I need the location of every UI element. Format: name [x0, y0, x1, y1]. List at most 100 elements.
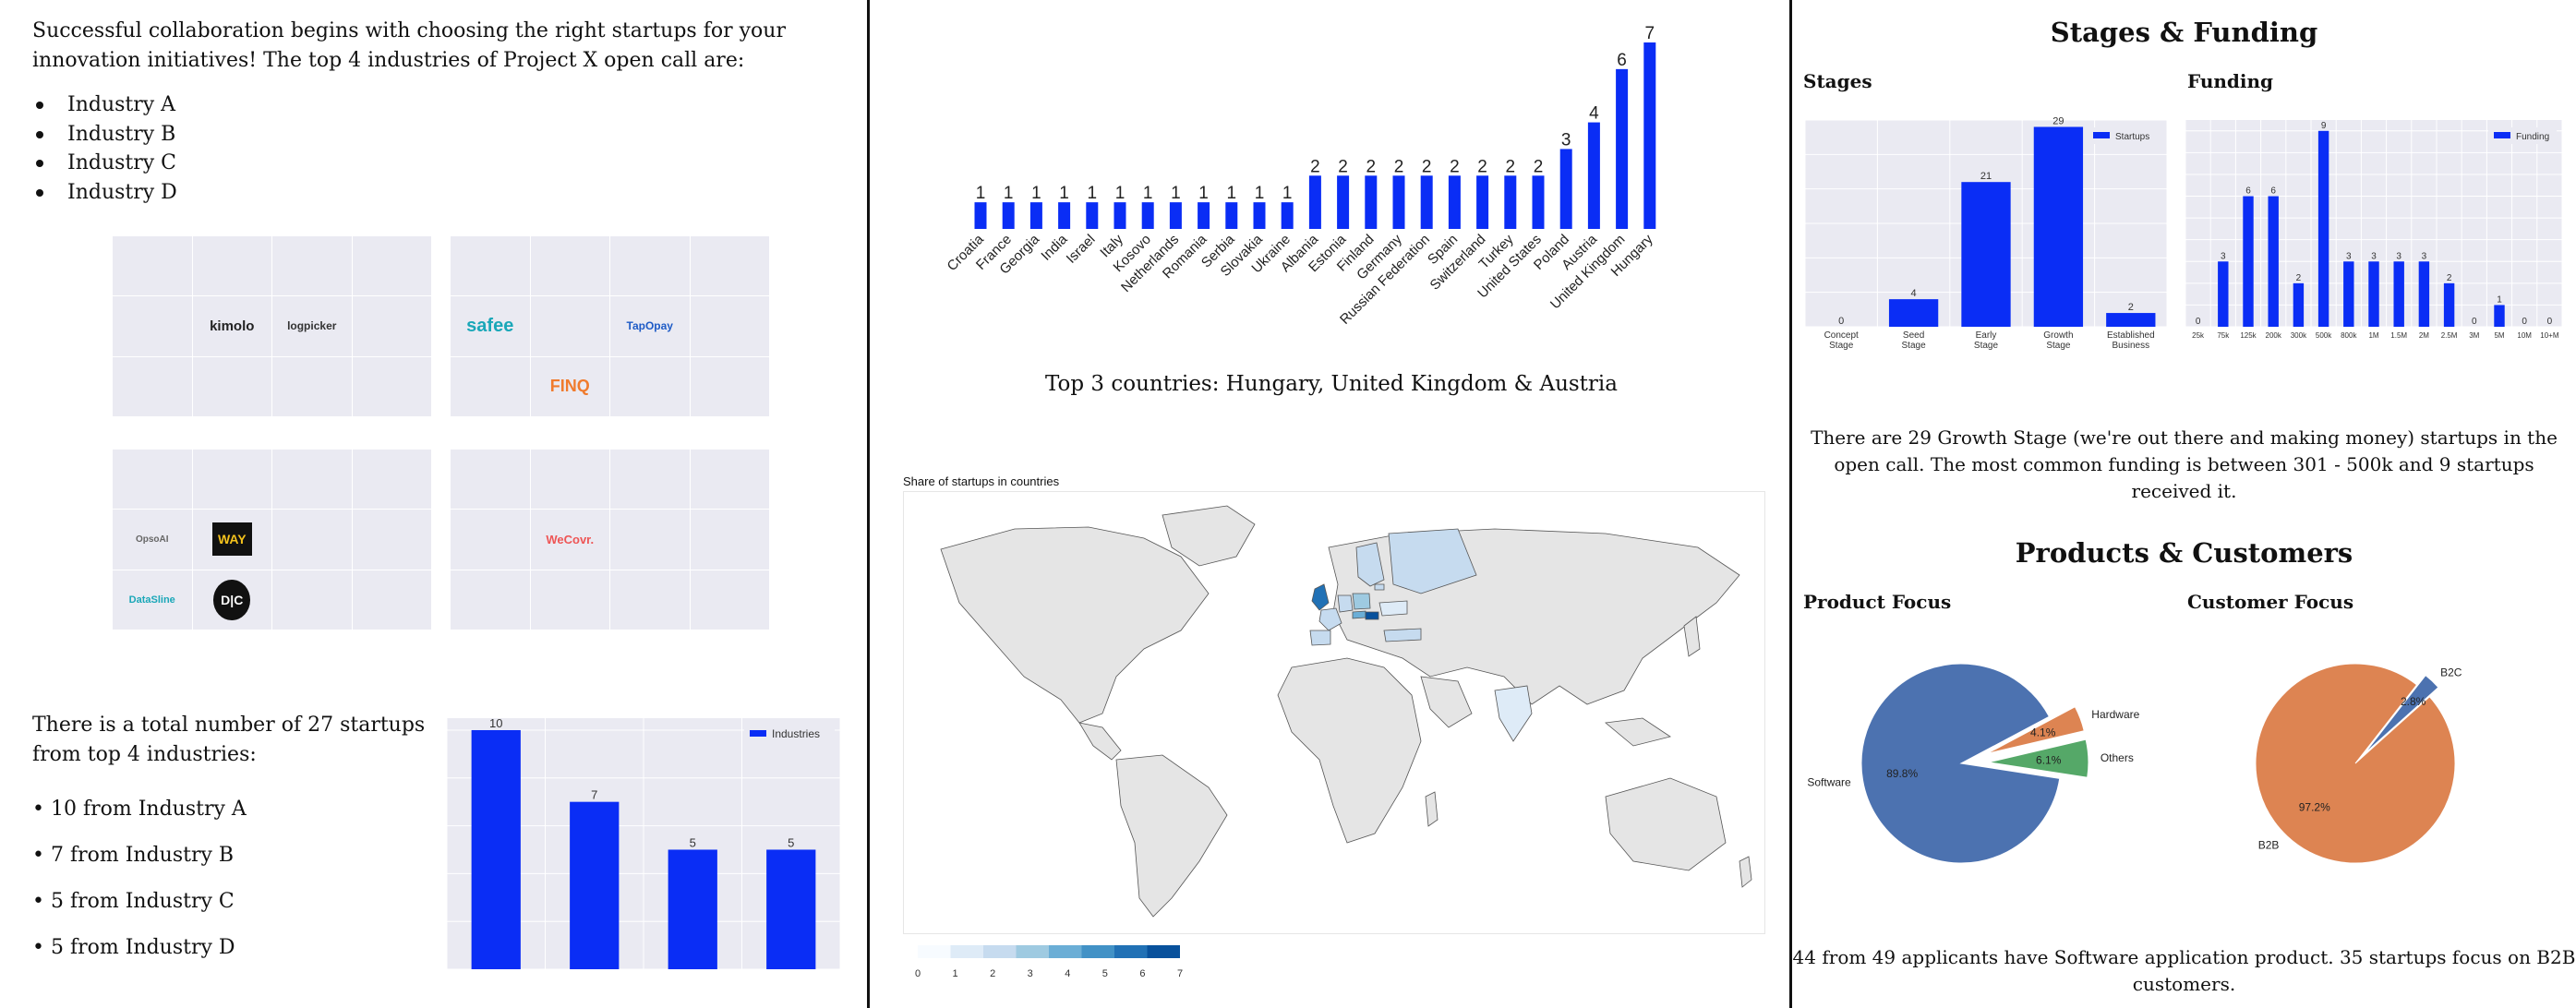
startup-logo: safee — [466, 315, 514, 336]
data-label: 1 — [1004, 184, 1014, 203]
pie-label: Others — [2101, 751, 2134, 764]
logo-cell — [451, 356, 531, 417]
logo-cell — [113, 356, 193, 417]
bar — [1198, 202, 1210, 229]
pie-pct-label: 4.1% — [2030, 726, 2056, 739]
data-label: 6 — [2270, 186, 2276, 197]
logo-cell — [352, 296, 432, 357]
products-customers-heading: Products & Customers — [2015, 537, 2353, 569]
left-panel: Successful collaboration begins with cho… — [0, 0, 868, 1008]
logo-cell — [451, 236, 531, 297]
tick-label: 2.5M — [2441, 331, 2458, 340]
totals-paragraph: There is a total number of 27 startups f… — [32, 714, 426, 766]
logo-cell — [272, 356, 353, 417]
legend-swatch — [2494, 132, 2510, 138]
tick-label: 1M — [2368, 331, 2378, 340]
divider-left — [867, 0, 870, 1008]
bar — [974, 202, 987, 229]
data-label: 0 — [1838, 316, 1844, 327]
logo-cell — [113, 236, 193, 297]
total-item: • 5 from Industry C — [32, 890, 235, 913]
legend-box — [744, 726, 835, 742]
data-label: 2 — [1394, 157, 1404, 176]
bar — [1888, 299, 1939, 327]
bar — [2418, 261, 2430, 327]
logo-cell — [113, 450, 193, 510]
startup-logo: DataSline — [128, 594, 175, 606]
funding-bar-chart: 0 3 6 6 2 9 3 3 3 3 2 0 1 0 0 Funding 25k 75k 125k 200k 300k… — [2185, 120, 2563, 340]
logo-cell — [272, 570, 353, 630]
countries-bar-chart: 1Croatia1France1Georgia1India1Israel1Ita… — [945, 24, 1656, 328]
product-focus-pie: 89.8% Software 6.1% Others 4.1% Hardware — [1807, 663, 2140, 864]
funding-heading: Funding — [2187, 70, 2274, 92]
logo-cell: WeCovr. — [530, 510, 610, 570]
data-label: 2 — [1534, 157, 1544, 176]
startup-logo: OpsoAI — [135, 534, 169, 545]
tick-label: 300k — [2291, 331, 2307, 340]
data-label: 1 — [976, 184, 986, 203]
data-label: 0 — [2547, 317, 2553, 327]
tick-label: Established — [2107, 330, 2155, 341]
logo-grid-industry-c: OpsoAI WAY DataSline D|C — [113, 450, 432, 630]
legend-swatch — [2093, 132, 2110, 138]
bar — [2218, 261, 2229, 327]
bar — [1002, 202, 1015, 229]
logo-cell — [451, 450, 531, 510]
customer-focus-heading: Customer Focus — [2187, 591, 2354, 613]
pie-label: B2B — [2258, 838, 2280, 851]
legend-label: Startups — [2115, 132, 2149, 142]
tick-label: 800k — [2341, 331, 2357, 340]
pie-slice — [1986, 706, 2085, 754]
logo-cell — [192, 236, 272, 297]
logo-cell — [113, 296, 193, 357]
industry-list: Industry A Industry B Industry C Industr… — [32, 90, 177, 207]
bar — [1448, 175, 1461, 229]
pie-pct-label: 2.8% — [2401, 695, 2426, 708]
scale-tick: 2 — [990, 968, 995, 979]
divider-right — [1789, 0, 1792, 1008]
data-label: 2 — [1506, 157, 1516, 176]
legend-box — [2488, 127, 2557, 144]
bar — [1029, 202, 1042, 229]
startup-logo: WeCovr. — [546, 532, 595, 546]
scale-swatch — [1081, 945, 1114, 958]
industry-item: Industry B — [32, 120, 177, 150]
data-label: 29 — [2052, 115, 2064, 126]
tick-label: 5M — [2494, 331, 2504, 340]
middle-panel: 1 Croatia 1 France 1 Georgia 1 India 1 Israel 1 Ita… — [870, 0, 1789, 1008]
bar — [1420, 175, 1433, 229]
logo-cell — [610, 450, 691, 510]
logo-cell — [530, 450, 610, 510]
logo-cell — [610, 236, 691, 297]
logo-cell — [352, 236, 432, 297]
industry-item: Industry D — [32, 178, 177, 208]
logo-cell — [530, 296, 610, 357]
logo-cell — [530, 236, 610, 297]
bar — [1253, 202, 1266, 229]
bar — [1616, 68, 1629, 229]
legend-label: Industries — [772, 727, 820, 740]
data-label: 9 — [2321, 121, 2327, 131]
industries-bar-chart: 10 7 5 5 Industries — [447, 718, 840, 969]
data-label: 1 — [1088, 184, 1098, 203]
pie-label: Hardware — [2091, 708, 2139, 721]
scale-tick: 5 — [1102, 968, 1108, 979]
logo-cell — [352, 510, 432, 570]
scale-swatch — [1114, 945, 1148, 958]
data-label: 6 — [1617, 51, 1627, 70]
tick-label: Business — [2113, 341, 2150, 351]
logo-cell: WAY — [192, 510, 272, 570]
top3-countries-text: Top 3 countries: Hungary, United Kingdom… — [1044, 372, 1618, 396]
logo-cell — [690, 236, 770, 297]
world-map[interactable] — [903, 491, 1765, 934]
tick-label: 2M — [2419, 331, 2429, 340]
scale-tick: 0 — [915, 968, 921, 979]
tick-label: 500k — [2316, 331, 2332, 340]
customer-focus-pie: 97.2% B2B 2.8% B2C — [2255, 663, 2462, 864]
scale-swatch — [1016, 945, 1049, 958]
products-paragraph: 44 from 49 applicants have Software appl… — [1792, 946, 2576, 995]
map-title: Share of startups in countries — [903, 474, 1060, 488]
tick-label: Growth — [2043, 330, 2073, 341]
data-label: 2 — [2128, 302, 2134, 313]
logo-cell: kimolo — [192, 296, 272, 357]
